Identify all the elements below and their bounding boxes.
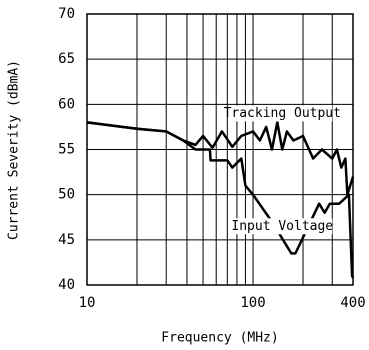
plot-frame (86, 13, 354, 286)
y-tick-label: 45 (58, 232, 75, 248)
annotation: Tracking Output (224, 106, 341, 121)
y-tick-label: 65 (58, 51, 75, 67)
y-axis-label: Current Severity (dBmA) (7, 60, 22, 240)
data-line (86, 121, 355, 196)
annotation-bg (232, 218, 333, 235)
x-tick-label: 100 (240, 295, 265, 311)
data-line (86, 121, 355, 279)
annotation: Input Voltage (231, 219, 333, 234)
y-tick-label: 60 (58, 96, 75, 112)
y-tick-label: 70 (58, 6, 75, 22)
y-tick-label: 40 (58, 277, 75, 293)
annotation-bg (232, 105, 333, 122)
x-axis-label: Frequency (MHz) (161, 331, 278, 346)
y-tick-label: 55 (58, 142, 75, 158)
x-tick-label: 10 (79, 295, 96, 311)
x-tick-label: 400 (340, 295, 365, 311)
y-tick-label: 50 (58, 187, 75, 203)
